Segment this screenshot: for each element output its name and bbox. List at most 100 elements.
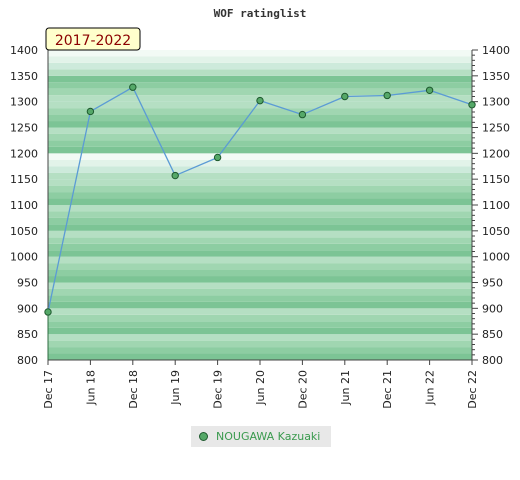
y-tick-label-right: 1300	[482, 96, 510, 109]
y-tick-label-right: 900	[482, 302, 503, 315]
y-tick-label-right: 1150	[482, 173, 510, 186]
x-axis: Dec 17 Jun 18 Dec 18 Jun 19 Dec 19 Jun 20 Dec …	[42, 360, 479, 409]
chart-title: WOF ratinglist	[214, 7, 307, 20]
background-band	[48, 108, 472, 115]
y-tick-label-right: 850	[482, 328, 503, 341]
x-tick-label: Jun 21	[339, 370, 352, 406]
data-point	[468, 101, 476, 109]
background-band	[48, 269, 472, 277]
background-band	[48, 56, 472, 63]
y-tick-label-left: 1250	[10, 122, 38, 135]
background-band	[48, 205, 472, 212]
background-band	[48, 159, 472, 167]
x-tick-label: Jun 19	[169, 370, 182, 406]
y-tick-label-left: 950	[17, 277, 38, 290]
x-tick-label: Jun 18	[84, 370, 97, 406]
legend: NOUGAWA Kazuaki	[191, 426, 331, 447]
data-point	[171, 171, 179, 180]
x-tick-label: Jun 20	[254, 370, 267, 406]
background-band	[48, 250, 472, 257]
background-band	[48, 121, 472, 128]
background-band	[48, 133, 472, 141]
background-band	[48, 334, 472, 341]
x-tick-label: Dec 17	[42, 370, 55, 409]
y-tick-label-left: 1100	[10, 199, 38, 212]
y-tick-label-left: 800	[17, 354, 38, 367]
data-point	[86, 107, 95, 116]
background-band	[48, 217, 472, 225]
background-band	[48, 140, 472, 147]
series-segment	[259, 100, 303, 116]
data-point	[383, 91, 391, 100]
y-axis-right: 800 850 900 950 1000 1050 1100 1150 1200 1250 1300…	[482, 44, 510, 367]
series-lines	[47, 86, 473, 360]
y-tick-label-right: 1000	[482, 251, 510, 264]
data-point	[298, 110, 307, 119]
background-band	[48, 314, 472, 322]
background-band	[48, 276, 472, 283]
period-badge-text: 2017-2022	[55, 33, 131, 49]
background-band	[48, 114, 472, 122]
x-tick-label: Jun 22	[424, 370, 437, 406]
background-band	[48, 82, 472, 89]
legend-label: NOUGAWA Kazuaki	[216, 430, 321, 443]
x-tick-label: Dec 20	[296, 370, 309, 409]
period-badge: 2017-2022	[45, 27, 141, 51]
series-points	[44, 83, 476, 316]
data-point	[44, 308, 52, 316]
background-band	[48, 243, 472, 251]
background-band	[48, 282, 472, 289]
background-band	[48, 256, 472, 264]
background-band	[48, 153, 472, 160]
series-segment	[47, 111, 92, 313]
background-band	[48, 172, 472, 180]
background-band	[48, 185, 472, 193]
y-tick-label-right: 1250	[482, 122, 510, 135]
background-band	[48, 340, 472, 348]
data-point	[256, 96, 264, 105]
background-band	[48, 230, 472, 238]
y-tick-label-left: 1300	[10, 96, 38, 109]
background-band	[48, 88, 472, 96]
data-point	[425, 86, 434, 95]
background-band	[48, 224, 472, 231]
y-tick-label-right: 1050	[482, 225, 510, 238]
series-segment	[302, 95, 346, 116]
background-band	[48, 295, 472, 302]
background-bands	[48, 50, 472, 360]
y-axis-left: 800 850 900 950 1000 1050 1100 1150 1200 1250 1300…	[10, 44, 38, 367]
x-tick-label: Dec 22	[466, 370, 479, 409]
y-tick-label-right: 1350	[482, 70, 510, 83]
y-tick-label-right: 950	[482, 277, 503, 290]
background-band	[48, 263, 472, 270]
series-segment	[217, 100, 261, 158]
y-tick-label-left: 1350	[10, 70, 38, 83]
y-tick-label-left: 1200	[10, 147, 38, 160]
background-band	[48, 308, 472, 315]
background-band	[48, 353, 472, 360]
data-point	[129, 83, 137, 91]
series-segment	[387, 89, 430, 97]
background-band	[48, 75, 472, 83]
background-band	[48, 288, 472, 296]
background-band	[48, 347, 472, 354]
background-band	[48, 179, 472, 186]
legend-marker-icon	[199, 432, 208, 441]
background-band	[48, 327, 472, 335]
background-band	[48, 101, 472, 109]
y-tick-label-right: 1400	[482, 44, 510, 57]
data-point	[341, 92, 349, 101]
background-band	[48, 62, 472, 70]
y-tick-label-left: 900	[17, 302, 38, 315]
background-band	[48, 166, 472, 173]
y-tick-label-left: 1400	[10, 44, 38, 57]
background-band	[48, 321, 472, 328]
background-band	[48, 69, 472, 76]
series-segment	[174, 156, 218, 177]
y-tick-label-left: 1050	[10, 225, 38, 238]
y-tick-label-left: 1000	[10, 251, 38, 264]
background-band	[48, 211, 472, 218]
background-band	[48, 198, 472, 205]
y-tick-label-left: 850	[17, 328, 38, 341]
